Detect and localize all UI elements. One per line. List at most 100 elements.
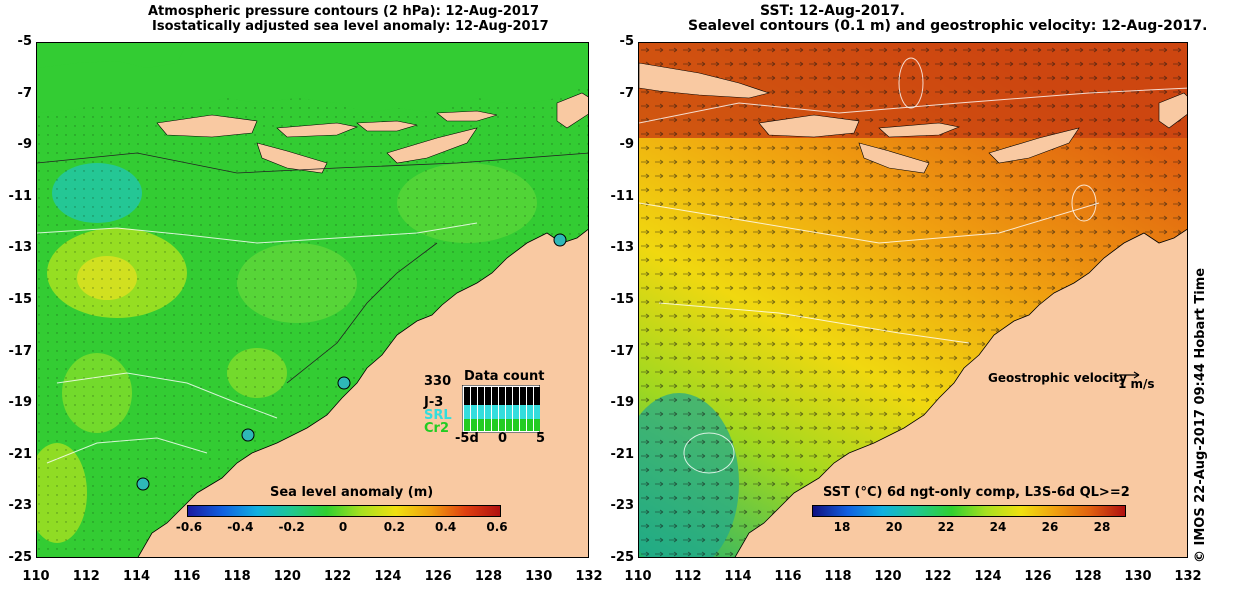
- sla-colorbar-tick: -0.2: [278, 520, 305, 534]
- data-count-bar: [471, 405, 477, 419]
- data-count-bar: [534, 387, 540, 405]
- sla-colorbar-tick: 0.4: [435, 520, 457, 534]
- sst-colorbar-tick: 20: [885, 520, 903, 534]
- x-tick-label: 128: [1074, 569, 1102, 584]
- left-title-line1: Atmospheric pressure contours (2 hPa): 1…: [148, 4, 540, 19]
- data-count-sat-srl: SRL: [424, 408, 452, 423]
- x-tick-label: 122: [324, 569, 352, 584]
- data-count-bar: [520, 419, 526, 431]
- sla-colorbar-tick: 0.2: [383, 520, 405, 534]
- y-tick-label: -15: [8, 292, 33, 307]
- sla-colorbar-tick: 0: [338, 520, 348, 534]
- data-count-bar: [520, 387, 526, 405]
- sst-colorbar-tick: 24: [989, 520, 1007, 534]
- timor-land: [988, 127, 1080, 164]
- data-count-bar: [485, 419, 491, 431]
- australia-land: [137, 229, 588, 557]
- sumba-land: [858, 142, 930, 174]
- data-count-bar: [471, 387, 477, 405]
- data-count-bar: [513, 419, 519, 431]
- y-tick-label: -7: [17, 85, 32, 101]
- y-tick-label: -5: [619, 34, 634, 49]
- data-count-bar: [464, 419, 470, 431]
- australia-land: [734, 228, 1187, 557]
- y-tick-label: -23: [8, 498, 33, 514]
- data-count-bar: [506, 419, 512, 431]
- data-count-bar: [506, 405, 512, 419]
- y-tick-label: -17: [610, 343, 635, 359]
- sst-colorbar: [812, 505, 1126, 517]
- y-tick-label: -5: [17, 34, 32, 49]
- y-tick-label: -15: [610, 292, 635, 307]
- data-count-sat-j3: J-3: [424, 395, 444, 410]
- x-tick-label: 122: [924, 569, 952, 584]
- x-tick-label: 110: [624, 569, 652, 584]
- x-tick-label: 110: [22, 569, 50, 584]
- data-count-bar: [499, 419, 505, 431]
- data-count-bar: [478, 405, 484, 419]
- y-tick-label: -25: [8, 550, 33, 565]
- y-tick-label: -13: [610, 240, 635, 256]
- x-tick-label: 120: [874, 569, 902, 584]
- data-count-bar: [464, 387, 470, 405]
- sumba-land: [256, 142, 328, 174]
- sst-colorbar-tick: 18: [833, 520, 851, 534]
- x-tick-label: 112: [674, 569, 702, 584]
- tide-gauge-marker: [241, 428, 255, 442]
- x-tick-label: 130: [525, 569, 553, 584]
- data-count-bar: [499, 387, 505, 405]
- data-count-sat-cr2: Cr2: [424, 421, 449, 436]
- sst-colorbar-tick: 28: [1093, 520, 1111, 534]
- y-tick-label: -21: [8, 446, 33, 462]
- x-tick-label: 124: [974, 569, 1002, 584]
- y-tick-label: -19: [8, 395, 33, 411]
- y-tick-label: -11: [8, 188, 33, 204]
- x-tick-label: 124: [374, 569, 402, 584]
- data-count-bar: [527, 405, 533, 419]
- x-tick-label: 116: [774, 569, 802, 584]
- data-count-xtick: 5: [536, 431, 546, 446]
- data-count-bar: [478, 387, 484, 405]
- data-count-bar: [520, 405, 526, 419]
- x-tick-label: 126: [424, 569, 452, 584]
- sla-colorbar-tick: 0.6: [486, 520, 508, 534]
- data-count-title: Data count: [464, 369, 545, 384]
- data-count-bar: [492, 405, 498, 419]
- x-tick-label: 128: [474, 569, 503, 584]
- x-tick-label: 132: [575, 569, 603, 584]
- y-tick-label: -13: [8, 240, 33, 256]
- data-count-bar: [506, 387, 512, 405]
- y-tick-label: -21: [610, 446, 635, 462]
- data-count-bar: [485, 405, 491, 419]
- x-tick-label: 126: [1024, 569, 1052, 584]
- timor-land: [386, 127, 478, 164]
- right-title-line1: SST: 12-Aug-2017.: [760, 3, 906, 19]
- x-tick-label: 118: [824, 569, 852, 584]
- right-title-line2: Sealevel contours (0.1 m) and geostrophi…: [688, 18, 1208, 34]
- y-tick-label: -7: [619, 85, 634, 101]
- y-tick-label: -9: [619, 137, 634, 153]
- data-count-bar: [492, 387, 498, 405]
- tide-gauge-marker: [136, 477, 150, 491]
- y-tick-label: -19: [610, 395, 635, 411]
- data-count-max-label: 330: [424, 374, 452, 389]
- sla-colorbar-tick: -0.4: [227, 520, 254, 534]
- tide-gauge-marker: [337, 376, 351, 390]
- x-tick-label: 118: [223, 569, 251, 584]
- data-count-bar: [464, 405, 470, 419]
- data-count-bar: [534, 419, 540, 431]
- data-count-bars: [462, 385, 540, 433]
- velocity-scale-arrow: [1119, 371, 1140, 379]
- sla-colorbar: [187, 505, 501, 517]
- sst-colorbar-title: SST (°C) 6d ngt-only comp, L3S-6d QL>=2: [823, 485, 1130, 500]
- y-tick-label: -17: [8, 343, 33, 359]
- tide-gauge-marker: [553, 233, 567, 247]
- data-count-xtick: -5d: [455, 431, 479, 446]
- x-tick-label: 120: [273, 569, 301, 584]
- sla-colorbar-tick: -0.6: [175, 520, 203, 534]
- data-count-bar: [513, 405, 519, 419]
- x-tick-label: 114: [724, 569, 752, 584]
- x-tick-label: 116: [173, 569, 201, 584]
- x-tick-label: 130: [1124, 569, 1152, 584]
- data-count-bar: [485, 387, 491, 405]
